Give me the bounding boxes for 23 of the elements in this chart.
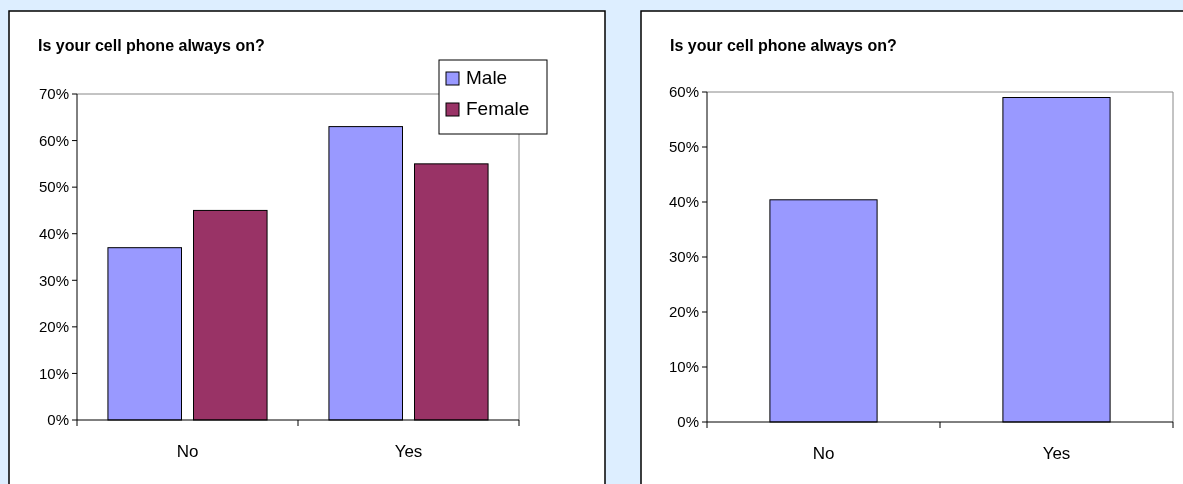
x-tick-label: No — [812, 444, 835, 463]
y-tick-label: 60% — [38, 131, 69, 149]
y-tick-label: 40% — [668, 193, 699, 211]
y-tick-label: 0% — [677, 413, 699, 431]
y-tick-label: 70% — [38, 85, 69, 103]
chart-title: Is your cell phone always on? — [670, 37, 897, 54]
y-tick-label: 0% — [47, 411, 69, 429]
y-tick-label: 60% — [668, 83, 699, 101]
y-tick-label: 10% — [668, 358, 699, 376]
y-tick-label: 20% — [668, 303, 699, 321]
chart-title: Is your cell phone always on? — [38, 37, 265, 54]
x-tick-label: Yes — [1042, 444, 1071, 463]
y-tick-label: 40% — [38, 224, 69, 242]
x-tick-label: Yes — [394, 442, 423, 461]
y-tick-label: 10% — [38, 364, 69, 382]
y-tick-label: 20% — [38, 318, 69, 336]
legend-label: Female — [466, 98, 530, 119]
y-tick-label: 50% — [668, 138, 699, 156]
legend-label: Male — [466, 67, 508, 88]
y-tick-label: 30% — [668, 248, 699, 266]
x-tick-label: No — [176, 442, 199, 461]
y-tick-label: 50% — [38, 178, 69, 196]
y-tick-label: 30% — [38, 271, 69, 289]
